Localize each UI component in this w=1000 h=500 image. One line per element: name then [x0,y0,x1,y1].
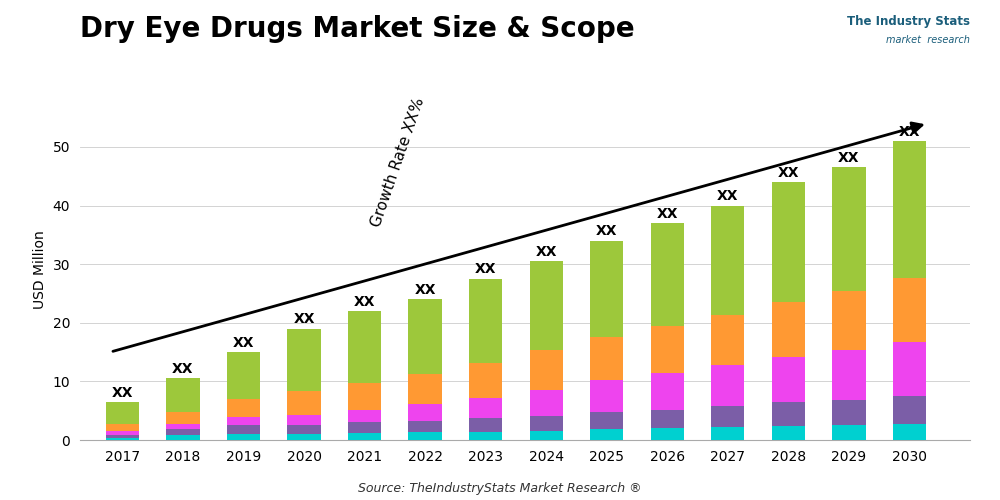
Bar [469,398,502,418]
Bar [287,328,321,392]
Bar [469,432,502,440]
Y-axis label: USD Million: USD Million [33,230,47,310]
Bar [287,392,321,415]
Bar [408,420,442,432]
Bar [469,362,502,398]
Bar [651,326,684,372]
Bar [287,426,321,434]
Bar [348,311,381,383]
Bar [772,302,805,357]
Bar [166,436,200,440]
Bar [832,168,866,291]
Bar [651,372,684,410]
Bar [106,431,139,434]
Bar [893,342,926,396]
Bar [106,438,139,440]
Bar [530,431,563,440]
Bar [893,141,926,278]
Bar [166,412,200,424]
Text: XX: XX [172,362,194,376]
Text: market  research: market research [886,35,970,45]
Bar [166,424,200,430]
Bar [711,406,744,427]
Bar [348,410,381,422]
Bar [530,350,563,390]
Bar [772,426,805,440]
Bar [227,352,260,399]
Bar [590,430,623,440]
Bar [590,240,623,338]
Bar [227,426,260,434]
Text: XX: XX [293,312,315,326]
Bar [469,279,502,362]
Bar [832,291,866,350]
Bar [651,223,684,326]
Bar [348,383,381,409]
Bar [772,402,805,426]
Text: Growth Rate XX%: Growth Rate XX% [369,96,427,229]
Text: Dry Eye Drugs Market Size & Scope: Dry Eye Drugs Market Size & Scope [80,15,635,43]
Text: XX: XX [717,189,739,203]
Text: XX: XX [838,151,860,165]
Bar [530,390,563,416]
Bar [590,380,623,412]
Text: XX: XX [596,224,617,238]
Bar [408,374,442,404]
Bar [287,434,321,440]
Text: The Industry Stats: The Industry Stats [847,15,970,28]
Bar [106,434,139,438]
Bar [772,182,805,302]
Bar [772,357,805,403]
Text: XX: XX [414,283,436,297]
Bar [348,433,381,440]
Bar [530,416,563,431]
Text: Source: TheIndustryStats Market Research ®: Source: TheIndustryStats Market Research… [358,482,642,495]
Bar [651,428,684,440]
Text: XX: XX [899,124,920,138]
Bar [166,378,200,412]
Bar [227,434,260,440]
Bar [711,315,744,365]
Bar [530,261,563,350]
Bar [832,425,866,440]
Bar [408,432,442,440]
Bar [711,206,744,315]
Bar [227,416,260,426]
Text: XX: XX [233,336,254,349]
Bar [711,365,744,406]
Bar [469,418,502,432]
Bar [832,350,866,400]
Bar [287,415,321,426]
Text: XX: XX [475,262,496,276]
Bar [711,427,744,440]
Text: XX: XX [354,294,375,308]
Bar [893,278,926,342]
Text: XX: XX [535,245,557,259]
Bar [166,430,200,436]
Bar [651,410,684,428]
Bar [590,412,623,430]
Bar [106,402,139,423]
Text: XX: XX [657,207,678,221]
Bar [893,396,926,423]
Text: XX: XX [112,386,133,400]
Bar [227,399,260,416]
Bar [106,424,139,431]
Text: XX: XX [778,166,799,179]
Bar [590,338,623,380]
Bar [408,404,442,420]
Bar [893,424,926,440]
Bar [348,422,381,433]
Bar [408,300,442,374]
Bar [832,400,866,425]
